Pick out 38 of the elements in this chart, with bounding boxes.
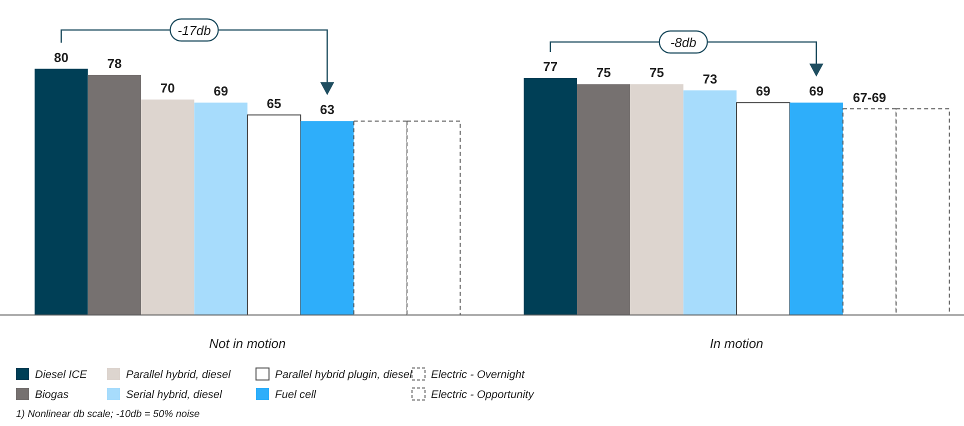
data-label: 78 [107, 56, 122, 71]
data-label: 67-69 [852, 90, 886, 105]
legend-label: Parallel hybrid plugin, diesel [275, 369, 413, 381]
data-label: 75 [650, 65, 664, 80]
bar [524, 78, 577, 315]
data-label: 80 [54, 50, 69, 65]
bar [34, 68, 88, 315]
bar [790, 102, 843, 315]
bar [736, 102, 790, 316]
legend-label: Electric - Opportunity [431, 389, 536, 401]
data-label: 73 [702, 71, 718, 86]
data-label: 69 [809, 84, 824, 99]
x-tick-label: In motion [710, 336, 764, 351]
data-label: 65 [266, 96, 282, 111]
data-label: 63 [320, 102, 334, 118]
data-label: 70 [160, 80, 175, 96]
legend-label: Electric - Overnight [431, 369, 526, 381]
data-label: 69 [214, 84, 228, 99]
bar [300, 121, 354, 315]
data-label: 75 [596, 65, 611, 80]
legend-label: Fuel cell [275, 389, 317, 401]
bar [683, 90, 737, 315]
text: 1) Nonlinear db scale; -10db = 50% noise [16, 409, 200, 420]
x-tick-label: Not in motion [209, 336, 286, 351]
legend-label: Diesel ICE [35, 369, 88, 381]
text: -8db [670, 35, 696, 50]
text: -17db [178, 23, 211, 38]
data-label: 77 [543, 59, 558, 74]
bar [194, 102, 248, 315]
legend-label: Biogas [35, 389, 70, 401]
legend-label: Serial hybrid, diesel [126, 389, 223, 401]
bar [246, 114, 302, 316]
bar [576, 84, 630, 315]
legend-label: Parallel hybrid, diesel [126, 369, 232, 381]
bar [141, 100, 194, 315]
bar [88, 74, 142, 315]
bar [630, 84, 684, 315]
data-label: 69 [756, 84, 770, 99]
